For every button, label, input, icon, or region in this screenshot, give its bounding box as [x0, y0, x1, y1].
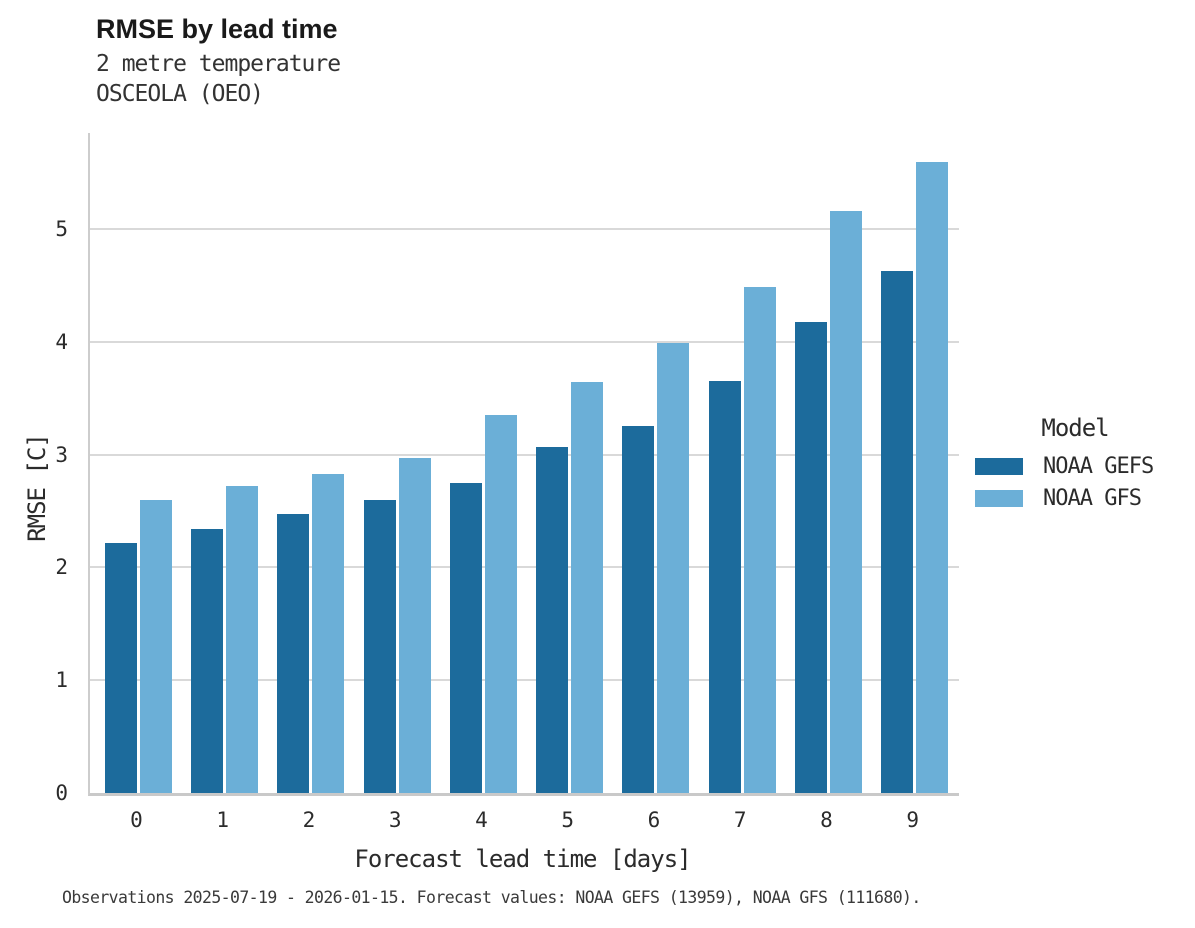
x-tick-label: 6	[647, 808, 661, 832]
legend-item-noaa-gefs: NOAA GEFS	[975, 454, 1154, 479]
y-tick-label: 4	[55, 329, 68, 354]
bar-noaa-gefs-lead-6	[622, 426, 655, 793]
bar-noaa-gfs-lead-1	[226, 486, 259, 793]
bar-noaa-gefs-lead-0	[105, 542, 137, 793]
legend-title: Model	[1041, 414, 1109, 442]
bar-noaa-gfs-lead-8	[829, 210, 862, 793]
x-tick-label: 3	[388, 808, 402, 832]
bar-noaa-gfs-lead-5	[571, 382, 604, 793]
legend-swatch-gfs	[975, 490, 1023, 507]
y-tick-label: 2	[55, 555, 68, 580]
bar-noaa-gefs-lead-7	[708, 381, 741, 793]
x-tick-label: 4	[475, 808, 488, 832]
bar-noaa-gefs-lead-9	[881, 270, 914, 793]
bar-noaa-gefs-lead-1	[191, 529, 224, 793]
legend-swatch-gefs	[975, 458, 1023, 475]
bar-noaa-gfs-lead-4	[484, 415, 517, 793]
footer-caption: Observations 2025-07-19 - 2026-01-15. Fo…	[62, 888, 921, 907]
gridline-y-4	[90, 340, 959, 343]
y-tick-label: 5	[55, 217, 68, 241]
y-tick-label: 3	[55, 442, 68, 467]
legend-label-gfs: NOAA GFS	[1043, 486, 1142, 511]
bar-noaa-gfs-lead-2	[312, 473, 345, 793]
bar-noaa-gefs-lead-3	[363, 499, 396, 793]
bar-noaa-gefs-lead-4	[449, 482, 482, 793]
gridline-y-5	[90, 228, 959, 230]
x-tick-label: 7	[733, 808, 747, 832]
x-tick-label: 2	[302, 808, 316, 832]
chart-title: RMSE by lead time	[96, 14, 338, 44]
y-tick-label: 0	[55, 781, 68, 805]
plot-area	[88, 133, 959, 796]
y-tick-label: 1	[55, 668, 68, 693]
chart-subtitle-station: OSCEOLA (OEO)	[96, 81, 264, 107]
x-tick-label: 9	[906, 808, 919, 832]
x-tick-label: 1	[216, 808, 230, 832]
bar-noaa-gfs-lead-9	[916, 162, 949, 793]
bar-noaa-gfs-lead-3	[398, 457, 431, 793]
bar-noaa-gfs-lead-7	[743, 286, 776, 793]
bar-noaa-gfs-lead-0	[140, 499, 172, 793]
bar-noaa-gfs-lead-6	[657, 342, 690, 793]
legend-item-noaa-gfs: NOAA GFS	[975, 486, 1142, 511]
bar-noaa-gefs-lead-8	[794, 321, 827, 793]
x-tick-label: 8	[820, 808, 833, 832]
x-tick-label: 0	[130, 808, 143, 832]
bar-noaa-gefs-lead-2	[277, 514, 310, 793]
gridline-y-2	[90, 566, 959, 569]
gridline-y-3	[90, 453, 959, 456]
legend-label-gefs: NOAA GEFS	[1043, 454, 1154, 479]
chart-subtitle-variable: 2 metre temperature	[96, 51, 341, 77]
x-axis-title: Forecast lead time [days]	[354, 845, 691, 873]
x-tick-label: 5	[561, 808, 575, 832]
bar-noaa-gefs-lead-5	[536, 446, 569, 793]
gridline-y-1	[90, 679, 959, 682]
